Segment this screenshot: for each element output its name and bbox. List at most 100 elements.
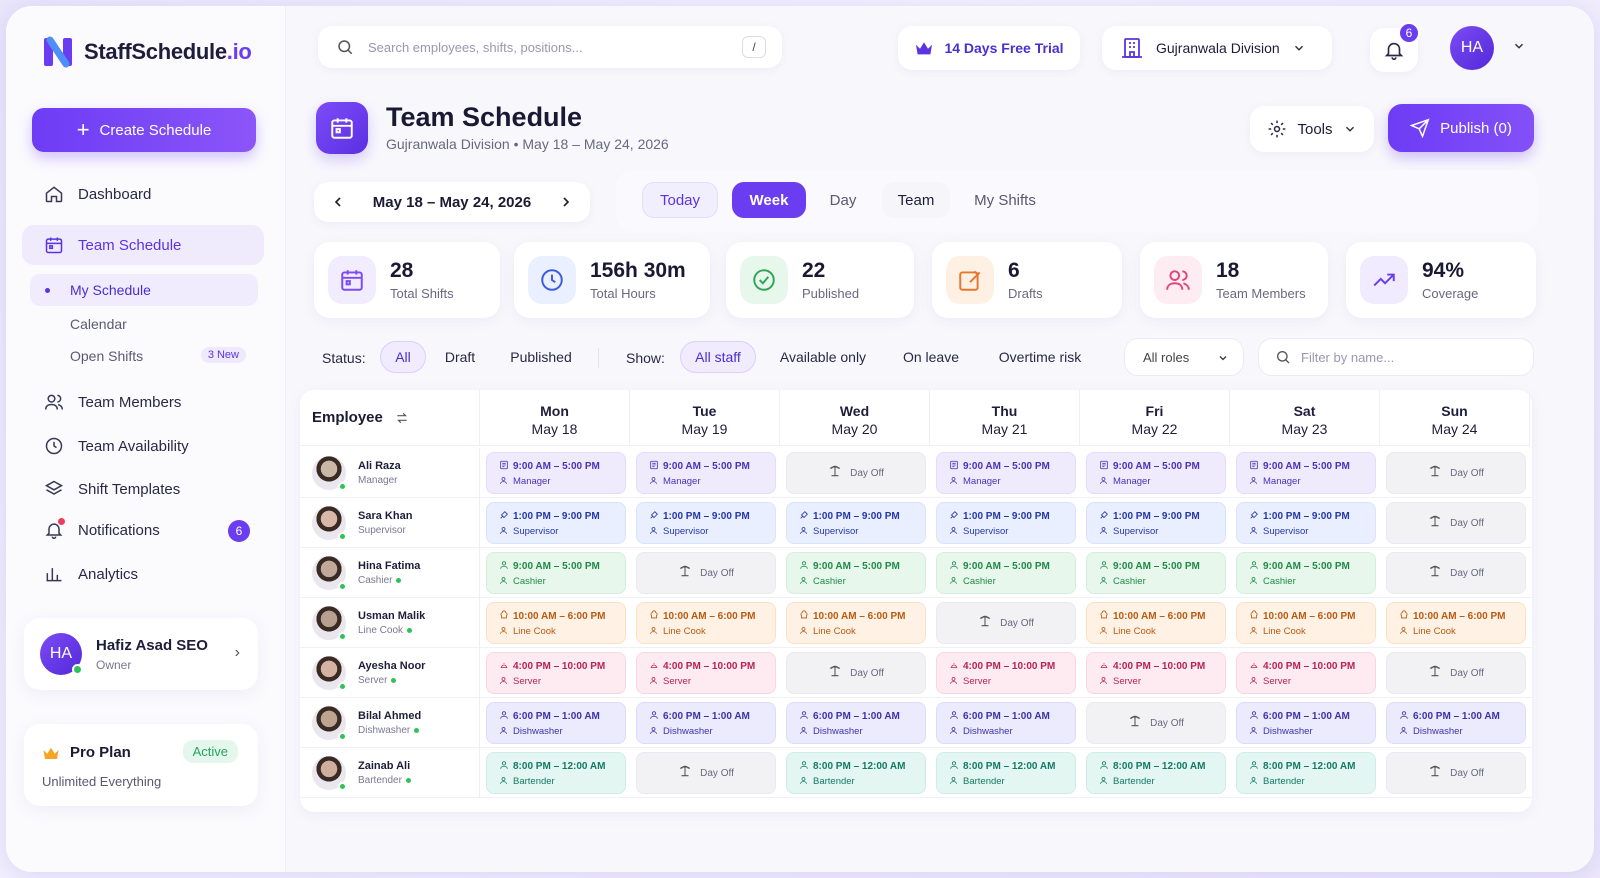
day-column-header[interactable]: Wed May 20 <box>780 390 930 446</box>
create-schedule-button[interactable]: + Create Schedule <box>32 108 256 152</box>
shift-cell[interactable]: 1:00 PM – 9:00 PM Supervisor <box>936 502 1076 544</box>
shift-cell[interactable]: 1:00 PM – 9:00 PM Supervisor <box>1086 502 1226 544</box>
roles-select[interactable]: All roles <box>1124 338 1244 376</box>
tools-dropdown[interactable]: Tools <box>1250 106 1374 152</box>
shift-cell[interactable]: 9:00 AM – 5:00 PM Cashier <box>486 552 626 594</box>
employee-cell[interactable]: Sara Khan Supervisor <box>300 498 480 548</box>
employee-cell[interactable]: Zainab Ali Bartender <box>300 748 480 798</box>
sidebar-item-team-members[interactable]: Team Members <box>22 382 264 422</box>
shift-cell[interactable]: 8:00 PM – 12:00 AM Bartender <box>786 752 926 794</box>
shift-cell[interactable]: 6:00 PM – 1:00 AM Dishwasher <box>936 702 1076 744</box>
view-today-button[interactable]: Today <box>642 182 718 218</box>
sidebar-item-notifications[interactable]: Notifications 6 <box>22 510 264 550</box>
publish-button[interactable]: Publish (0) <box>1388 104 1534 152</box>
status-filter-draft[interactable]: Draft <box>444 349 476 365</box>
stat-card[interactable]: 18 Team Members <box>1140 242 1328 318</box>
show-filter-all-staff[interactable]: All staff <box>680 341 756 373</box>
name-filter-input[interactable]: Filter by name... <box>1258 338 1534 376</box>
day-off-cell[interactable]: Day Off <box>1386 502 1526 544</box>
shift-cell[interactable]: 9:00 AM – 5:00 PM Manager <box>636 452 776 494</box>
sidebar-subitem-my-schedule[interactable]: My Schedule <box>30 274 258 306</box>
stat-card[interactable]: 22 Published <box>726 242 914 318</box>
stat-card[interactable]: 28 Total Shifts <box>314 242 500 318</box>
shift-cell[interactable]: 1:00 PM – 9:00 PM Supervisor <box>636 502 776 544</box>
shift-cell[interactable]: 1:00 PM – 9:00 PM Supervisor <box>486 502 626 544</box>
employee-cell[interactable]: Usman Malik Line Cook <box>300 598 480 648</box>
shift-cell[interactable]: 9:00 AM – 5:00 PM Cashier <box>786 552 926 594</box>
day-column-header[interactable]: Thu May 21 <box>930 390 1080 446</box>
view-my-shifts-button[interactable]: My Shifts <box>974 191 1036 209</box>
employee-column-header[interactable]: Employee <box>300 390 480 446</box>
sidebar-item-shift-templates[interactable]: Shift Templates <box>22 469 264 509</box>
shift-cell[interactable]: 9:00 AM – 5:00 PM Manager <box>1086 452 1226 494</box>
app-logo[interactable]: StaffSchedule.io <box>42 36 252 68</box>
shift-cell[interactable]: 4:00 PM – 10:00 PM Server <box>1086 652 1226 694</box>
shift-cell[interactable]: 9:00 AM – 5:00 PM Manager <box>936 452 1076 494</box>
shift-cell[interactable]: 10:00 AM – 6:00 PM Line Cook <box>1236 602 1376 644</box>
sidebar-subitem-calendar[interactable]: Calendar <box>30 308 258 340</box>
day-off-cell[interactable]: Day Off <box>1086 702 1226 744</box>
day-column-header[interactable]: Mon May 18 <box>480 390 630 446</box>
division-selector[interactable]: Gujranwala Division <box>1102 26 1332 70</box>
shift-cell[interactable]: 1:00 PM – 9:00 PM Supervisor <box>786 502 926 544</box>
shift-cell[interactable]: 9:00 AM – 5:00 PM Manager <box>1236 452 1376 494</box>
day-off-cell[interactable]: Day Off <box>1386 552 1526 594</box>
shift-cell[interactable]: 8:00 PM – 12:00 AM Bartender <box>1236 752 1376 794</box>
sort-icon[interactable] <box>395 411 409 425</box>
avatar[interactable]: HA <box>1450 26 1494 70</box>
free-trial-button[interactable]: 14 Days Free Trial <box>898 26 1080 70</box>
sidebar-item-dashboard[interactable]: Dashboard <box>22 174 264 214</box>
shift-cell[interactable]: 8:00 PM – 12:00 AM Bartender <box>1086 752 1226 794</box>
plan-card[interactable]: Pro Plan Active Unlimited Everything <box>24 724 258 806</box>
shift-cell[interactable]: 9:00 AM – 5:00 PM Manager <box>486 452 626 494</box>
shift-cell[interactable]: 8:00 PM – 12:00 AM Bartender <box>936 752 1076 794</box>
chevron-down-icon[interactable] <box>1512 39 1526 53</box>
shift-cell[interactable]: 8:00 PM – 12:00 AM Bartender <box>486 752 626 794</box>
day-off-cell[interactable]: Day Off <box>636 552 776 594</box>
status-filter-published[interactable]: Published <box>510 349 572 365</box>
view-team-button[interactable]: Team <box>882 182 950 218</box>
shift-cell[interactable]: 10:00 AM – 6:00 PM Line Cook <box>786 602 926 644</box>
day-off-cell[interactable]: Day Off <box>1386 452 1526 494</box>
shift-cell[interactable]: 6:00 PM – 1:00 AM Dishwasher <box>1236 702 1376 744</box>
employee-cell[interactable]: Ali Raza Manager <box>300 448 480 498</box>
shift-cell[interactable]: 10:00 AM – 6:00 PM Line Cook <box>1386 602 1526 644</box>
day-off-cell[interactable]: Day Off <box>936 602 1076 644</box>
shift-cell[interactable]: 4:00 PM – 10:00 PM Server <box>636 652 776 694</box>
shift-cell[interactable]: 10:00 AM – 6:00 PM Line Cook <box>636 602 776 644</box>
shift-cell[interactable]: 4:00 PM – 10:00 PM Server <box>486 652 626 694</box>
stat-card[interactable]: 156h 30m Total Hours <box>514 242 710 318</box>
shift-cell[interactable]: 6:00 PM – 1:00 AM Dishwasher <box>786 702 926 744</box>
day-off-cell[interactable]: Day Off <box>786 652 926 694</box>
shift-cell[interactable]: 6:00 PM – 1:00 AM Dishwasher <box>636 702 776 744</box>
show-filter-on-leave[interactable]: On leave <box>902 349 960 365</box>
stat-card[interactable]: 6 Drafts <box>932 242 1122 318</box>
user-profile-card[interactable]: HA Hafiz Asad SEO Owner › <box>24 618 258 690</box>
show-filter-overtime[interactable]: Overtime risk <box>998 349 1082 365</box>
shift-cell[interactable]: 10:00 AM – 6:00 PM Line Cook <box>1086 602 1226 644</box>
sidebar-item-team-availability[interactable]: Team Availability <box>22 426 264 466</box>
day-column-header[interactable]: Tue May 19 <box>630 390 780 446</box>
day-off-cell[interactable]: Day Off <box>1386 652 1526 694</box>
view-day-button[interactable]: Day <box>829 191 857 209</box>
show-filter-available[interactable]: Available only <box>779 349 867 365</box>
shift-cell[interactable]: 1:00 PM – 9:00 PM Supervisor <box>1236 502 1376 544</box>
day-off-cell[interactable]: Day Off <box>1386 752 1526 794</box>
day-off-cell[interactable]: Day Off <box>636 752 776 794</box>
day-column-header[interactable]: Sun May 24 <box>1380 390 1530 446</box>
shift-cell[interactable]: 4:00 PM – 10:00 PM Server <box>936 652 1076 694</box>
stat-card[interactable]: 94% Coverage <box>1346 242 1536 318</box>
day-column-header[interactable]: Fri May 22 <box>1080 390 1230 446</box>
chevron-right-icon[interactable] <box>558 194 574 210</box>
shift-cell[interactable]: 9:00 AM – 5:00 PM Cashier <box>1086 552 1226 594</box>
search-input[interactable]: Search employees, shifts, positions... / <box>318 26 782 68</box>
sidebar-subitem-open-shifts[interactable]: Open Shifts 3 New <box>30 340 258 372</box>
employee-cell[interactable]: Bilal Ahmed Dishwasher <box>300 698 480 748</box>
employee-cell[interactable]: Ayesha Noor Server <box>300 648 480 698</box>
sidebar-item-team-schedule[interactable]: Team Schedule <box>22 225 264 265</box>
shift-cell[interactable]: 9:00 AM – 5:00 PM Cashier <box>1236 552 1376 594</box>
status-filter-all[interactable]: All <box>380 341 426 373</box>
shift-cell[interactable]: 6:00 PM – 1:00 AM Dishwasher <box>1386 702 1526 744</box>
shift-cell[interactable]: 10:00 AM – 6:00 PM Line Cook <box>486 602 626 644</box>
employee-cell[interactable]: Hina Fatima Cashier <box>300 548 480 598</box>
